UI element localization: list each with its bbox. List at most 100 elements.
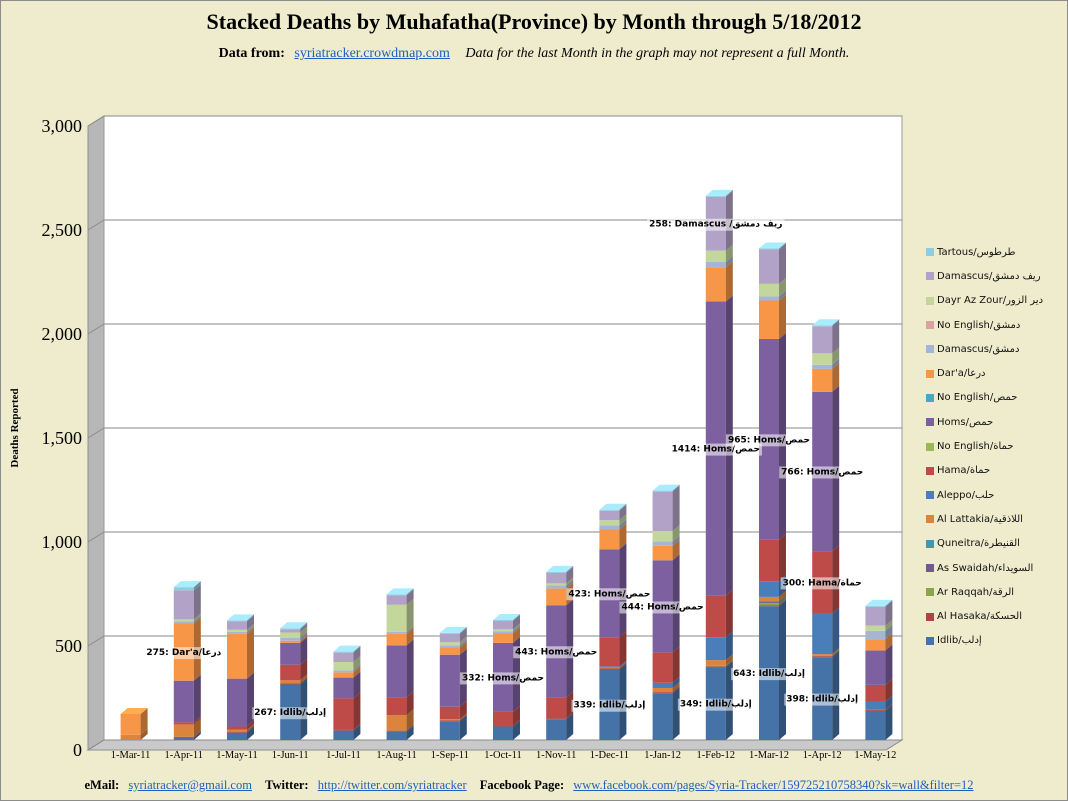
bar-segment [439, 627, 467, 643]
y-tick-label: 2,500 [42, 220, 83, 240]
legend-item: Damascus/دمشق [926, 337, 1066, 361]
bar-segment [386, 691, 414, 716]
bar-segment [546, 691, 574, 719]
bar-top [120, 708, 148, 714]
chart-legend: Tartous/طرطوس Damascus/ريف دمشق Dayr Az Zo… [926, 240, 1066, 653]
bar-top [439, 626, 467, 633]
bar-segment [439, 626, 467, 634]
bar-segment [705, 261, 733, 302]
email-label: eMail: [84, 778, 120, 792]
data-label: 339: Idlib/إدلب [571, 699, 648, 712]
bar-segment [280, 634, 308, 643]
bar-segment [865, 624, 893, 640]
bar-segment [227, 720, 254, 730]
bar-segment [652, 485, 680, 532]
bar-segment [865, 695, 893, 710]
svg-text:332: Homs/حمص: 332: Homs/حمص [462, 673, 544, 683]
legend-swatch [926, 345, 934, 354]
bar-segment [865, 600, 893, 626]
bar-segment [812, 649, 840, 657]
bar-segment [652, 687, 680, 740]
bar-segment [812, 320, 840, 354]
data-label: 766: Homs/حمص [779, 466, 866, 479]
bar-top [280, 622, 308, 629]
bar-segment [599, 504, 627, 521]
bar-segment [439, 714, 467, 722]
bar-segment [652, 484, 680, 492]
svg-text:766: Homs/حمص: 766: Homs/حمص [781, 467, 863, 477]
data-label: 349: Idlib/إدلب [677, 698, 754, 711]
bar-segment [280, 677, 308, 685]
bar-segment [705, 589, 733, 638]
bar-segment [493, 627, 520, 643]
bar-segment [812, 347, 840, 365]
svg-text:444: Homs/حمص: 444: Homs/حمص [622, 602, 704, 612]
legend-label: Aleppo/حلب [937, 489, 995, 501]
y-tick-label: 1,500 [42, 428, 83, 448]
bar-segment [386, 725, 414, 740]
data-label: 1414: Homs/حمص [669, 443, 762, 456]
bar-segment [599, 661, 627, 669]
bar-top [173, 581, 201, 588]
chart-subtitle: Data from: syriatracker.crowdmap.com Dat… [0, 46, 1068, 62]
bar-segment [386, 588, 414, 596]
bar-segment [705, 189, 733, 197]
bar-segment [120, 728, 148, 740]
svg-text:275: Dar'a/درعا: 275: Dar'a/درعا [146, 648, 221, 658]
bar-segment [386, 625, 414, 634]
legend-item: As Swaidah/السويداء [926, 556, 1066, 580]
legend-swatch [926, 296, 934, 305]
bar-segment [599, 519, 627, 530]
legend-swatch [926, 515, 934, 524]
x-tick-label: 1-May-11 [216, 750, 258, 761]
legend-label: Idlib/إدلب [937, 635, 982, 647]
bar-segment [759, 243, 786, 284]
legend-swatch [926, 564, 934, 572]
bar-top [705, 189, 733, 196]
y-tick-label: 3,000 [42, 116, 83, 136]
bar-segment [705, 244, 733, 263]
data-label: 300: Hama/حماة [780, 577, 864, 590]
bar-segment [546, 712, 574, 720]
bar-segment [386, 724, 414, 732]
legend-swatch [926, 636, 934, 645]
gridline-side [87, 219, 105, 231]
source-link[interactable]: syriatracker.crowdmap.com [294, 46, 450, 61]
facebook-link[interactable]: www.facebook.com/pages/Syria-Tracker/159… [573, 778, 974, 792]
legend-swatch [926, 442, 934, 451]
svg-text:258: Damascus /ريف دمشق: 258: Damascus /ريف دمشق [649, 220, 782, 230]
email-link[interactable]: syriatracker@gmail.com [128, 778, 252, 792]
y-tick-label: 0 [73, 740, 82, 760]
twitter-link[interactable]: http://twitter.com/syriatracker [317, 778, 467, 792]
bar-segment [812, 648, 840, 656]
bar-segment [705, 256, 733, 268]
bar-segment [493, 613, 520, 622]
x-tick-label: 1-Dec-11 [590, 750, 629, 761]
x-tick-label: 1-Apr-11 [165, 750, 203, 761]
bar-segment [173, 615, 201, 624]
bar-segment [173, 581, 201, 591]
bar-segment [759, 590, 786, 602]
legend-label: Hama/حماة [937, 465, 991, 477]
legend-swatch [926, 272, 934, 281]
bar-segment [865, 633, 893, 651]
bar-segment [173, 731, 201, 740]
bar-segment [386, 627, 414, 646]
bar-top [812, 319, 840, 326]
gridline-side [87, 635, 105, 647]
legend-item: No English/حمص [926, 386, 1066, 410]
bar-segment [386, 709, 414, 731]
bar-segment [280, 631, 308, 641]
bar-segment [546, 579, 574, 589]
data-label: 398: Idlib/إدلب [784, 693, 861, 706]
x-tick-label: 1-May-12 [854, 750, 896, 761]
legend-item: No English/دمشق [926, 313, 1066, 337]
bar-segment [227, 627, 254, 679]
bar-segment [439, 713, 467, 721]
x-tick-label: 1-Mar-12 [749, 750, 789, 761]
bar-segment [227, 723, 254, 732]
bar-segment [759, 533, 786, 582]
bar-segment [546, 713, 574, 740]
bar-segment [333, 656, 361, 671]
facebook-label: Facebook Page: [479, 778, 565, 792]
